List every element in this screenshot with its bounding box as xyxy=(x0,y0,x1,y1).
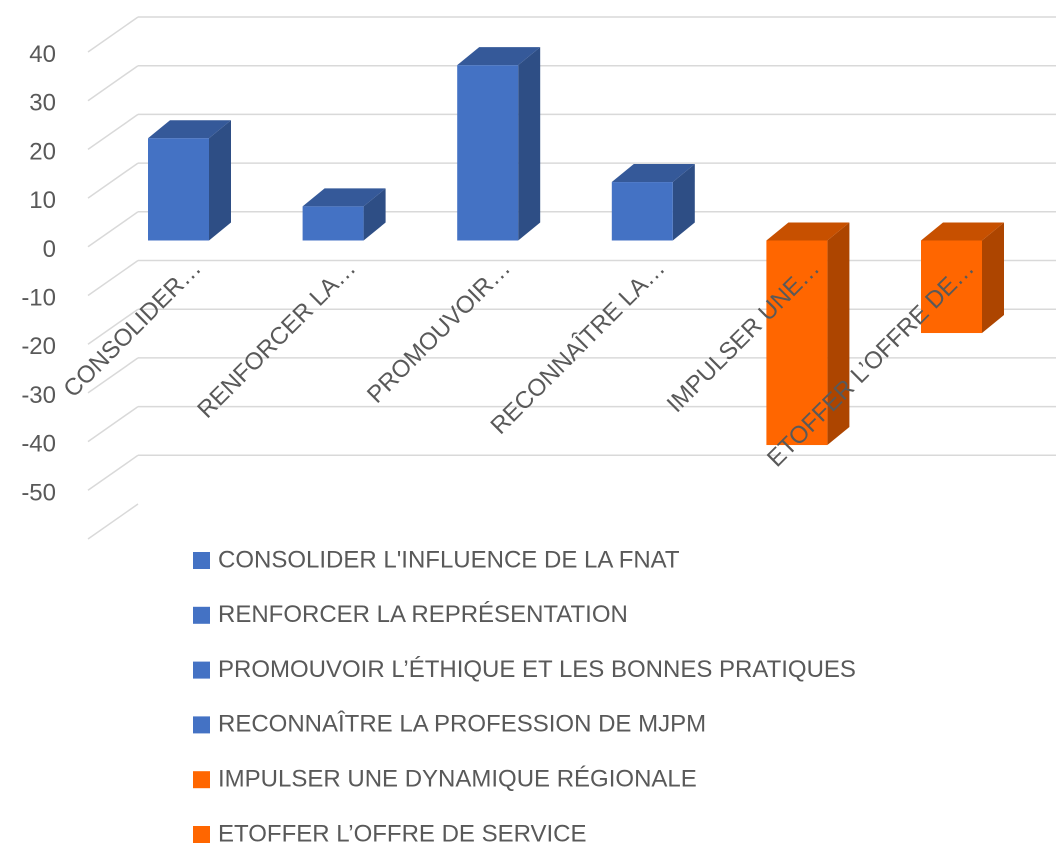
legend-swatch xyxy=(193,826,210,843)
y-tick-label: 10 xyxy=(29,187,56,214)
grid-line-side xyxy=(87,405,139,443)
bar-top xyxy=(611,164,695,183)
legend-label: RENFORCER LA REPRÉSENTATION xyxy=(218,601,628,628)
grid-line-side xyxy=(87,308,139,345)
bar xyxy=(457,47,541,241)
legend-swatch xyxy=(193,552,210,569)
bar-side xyxy=(209,120,231,241)
bar-top xyxy=(148,120,231,139)
legend-swatch xyxy=(193,716,210,734)
bar-side xyxy=(363,188,386,241)
y-tick-label: -40 xyxy=(21,431,56,458)
bar xyxy=(611,164,695,241)
legend-label: CONSOLIDER L'INFLUENCE DE LA FNAT xyxy=(218,546,680,573)
y-tick-label: -50 xyxy=(21,479,56,506)
grid-line-side xyxy=(87,113,139,151)
bar-front xyxy=(302,206,364,241)
bar-front xyxy=(921,240,982,334)
bar-front xyxy=(457,65,519,241)
bar xyxy=(766,222,850,446)
legend-swatch xyxy=(193,606,210,624)
y-tick-label: 0 xyxy=(43,236,56,263)
grid-line-side xyxy=(87,65,139,102)
legend-label: IMPULSER UNE DYNAMIQUE RÉGIONALE xyxy=(218,766,697,793)
y-tick-label: -20 xyxy=(21,333,56,360)
y-tick-label: 40 xyxy=(29,41,56,68)
grid-line-side xyxy=(87,454,139,491)
x-tick-label: CONSOLIDER… xyxy=(58,255,206,403)
bar-side xyxy=(982,222,1004,334)
grid-line-side xyxy=(87,162,139,199)
grid-line-top-side xyxy=(87,16,139,53)
bar-front xyxy=(611,182,673,241)
legend-label: PROMOUVOIR L’ÉTHIQUE ET LES BONNES PRATI… xyxy=(218,656,856,683)
bar-top xyxy=(457,47,541,66)
legend-label: RECONNAÎTRE LA PROFESSION DE MJPM xyxy=(218,711,706,738)
bar xyxy=(921,222,1004,334)
grid-line-side xyxy=(87,503,139,540)
bar-top xyxy=(766,222,850,241)
bar-front xyxy=(766,240,828,446)
y-tick-label: -30 xyxy=(21,382,56,409)
legend-swatch xyxy=(193,661,210,679)
x-tick-label: RECONNAÎTRE LA… xyxy=(485,255,670,440)
y-tick-label: 20 xyxy=(29,138,56,165)
grid-line-side xyxy=(87,357,139,394)
grid-line-side xyxy=(87,211,139,248)
bar-top xyxy=(921,222,1004,241)
grid-line-side xyxy=(87,259,139,297)
bar xyxy=(148,120,231,241)
bar-side xyxy=(672,164,695,241)
bar-side xyxy=(518,47,541,241)
x-tick-label: PROMOUVOIR… xyxy=(362,255,516,409)
legend-swatch xyxy=(193,771,210,789)
bar-front xyxy=(148,138,209,241)
bar xyxy=(302,188,386,241)
y-tick-label: 30 xyxy=(29,90,56,117)
y-tick-label: -10 xyxy=(21,285,56,312)
legend-label: ETOFFER L’OFFRE DE SERVICE xyxy=(218,820,587,844)
bar-side xyxy=(827,222,850,446)
bar-top xyxy=(302,188,386,207)
x-tick-label: RENFORCER LA… xyxy=(192,255,361,424)
